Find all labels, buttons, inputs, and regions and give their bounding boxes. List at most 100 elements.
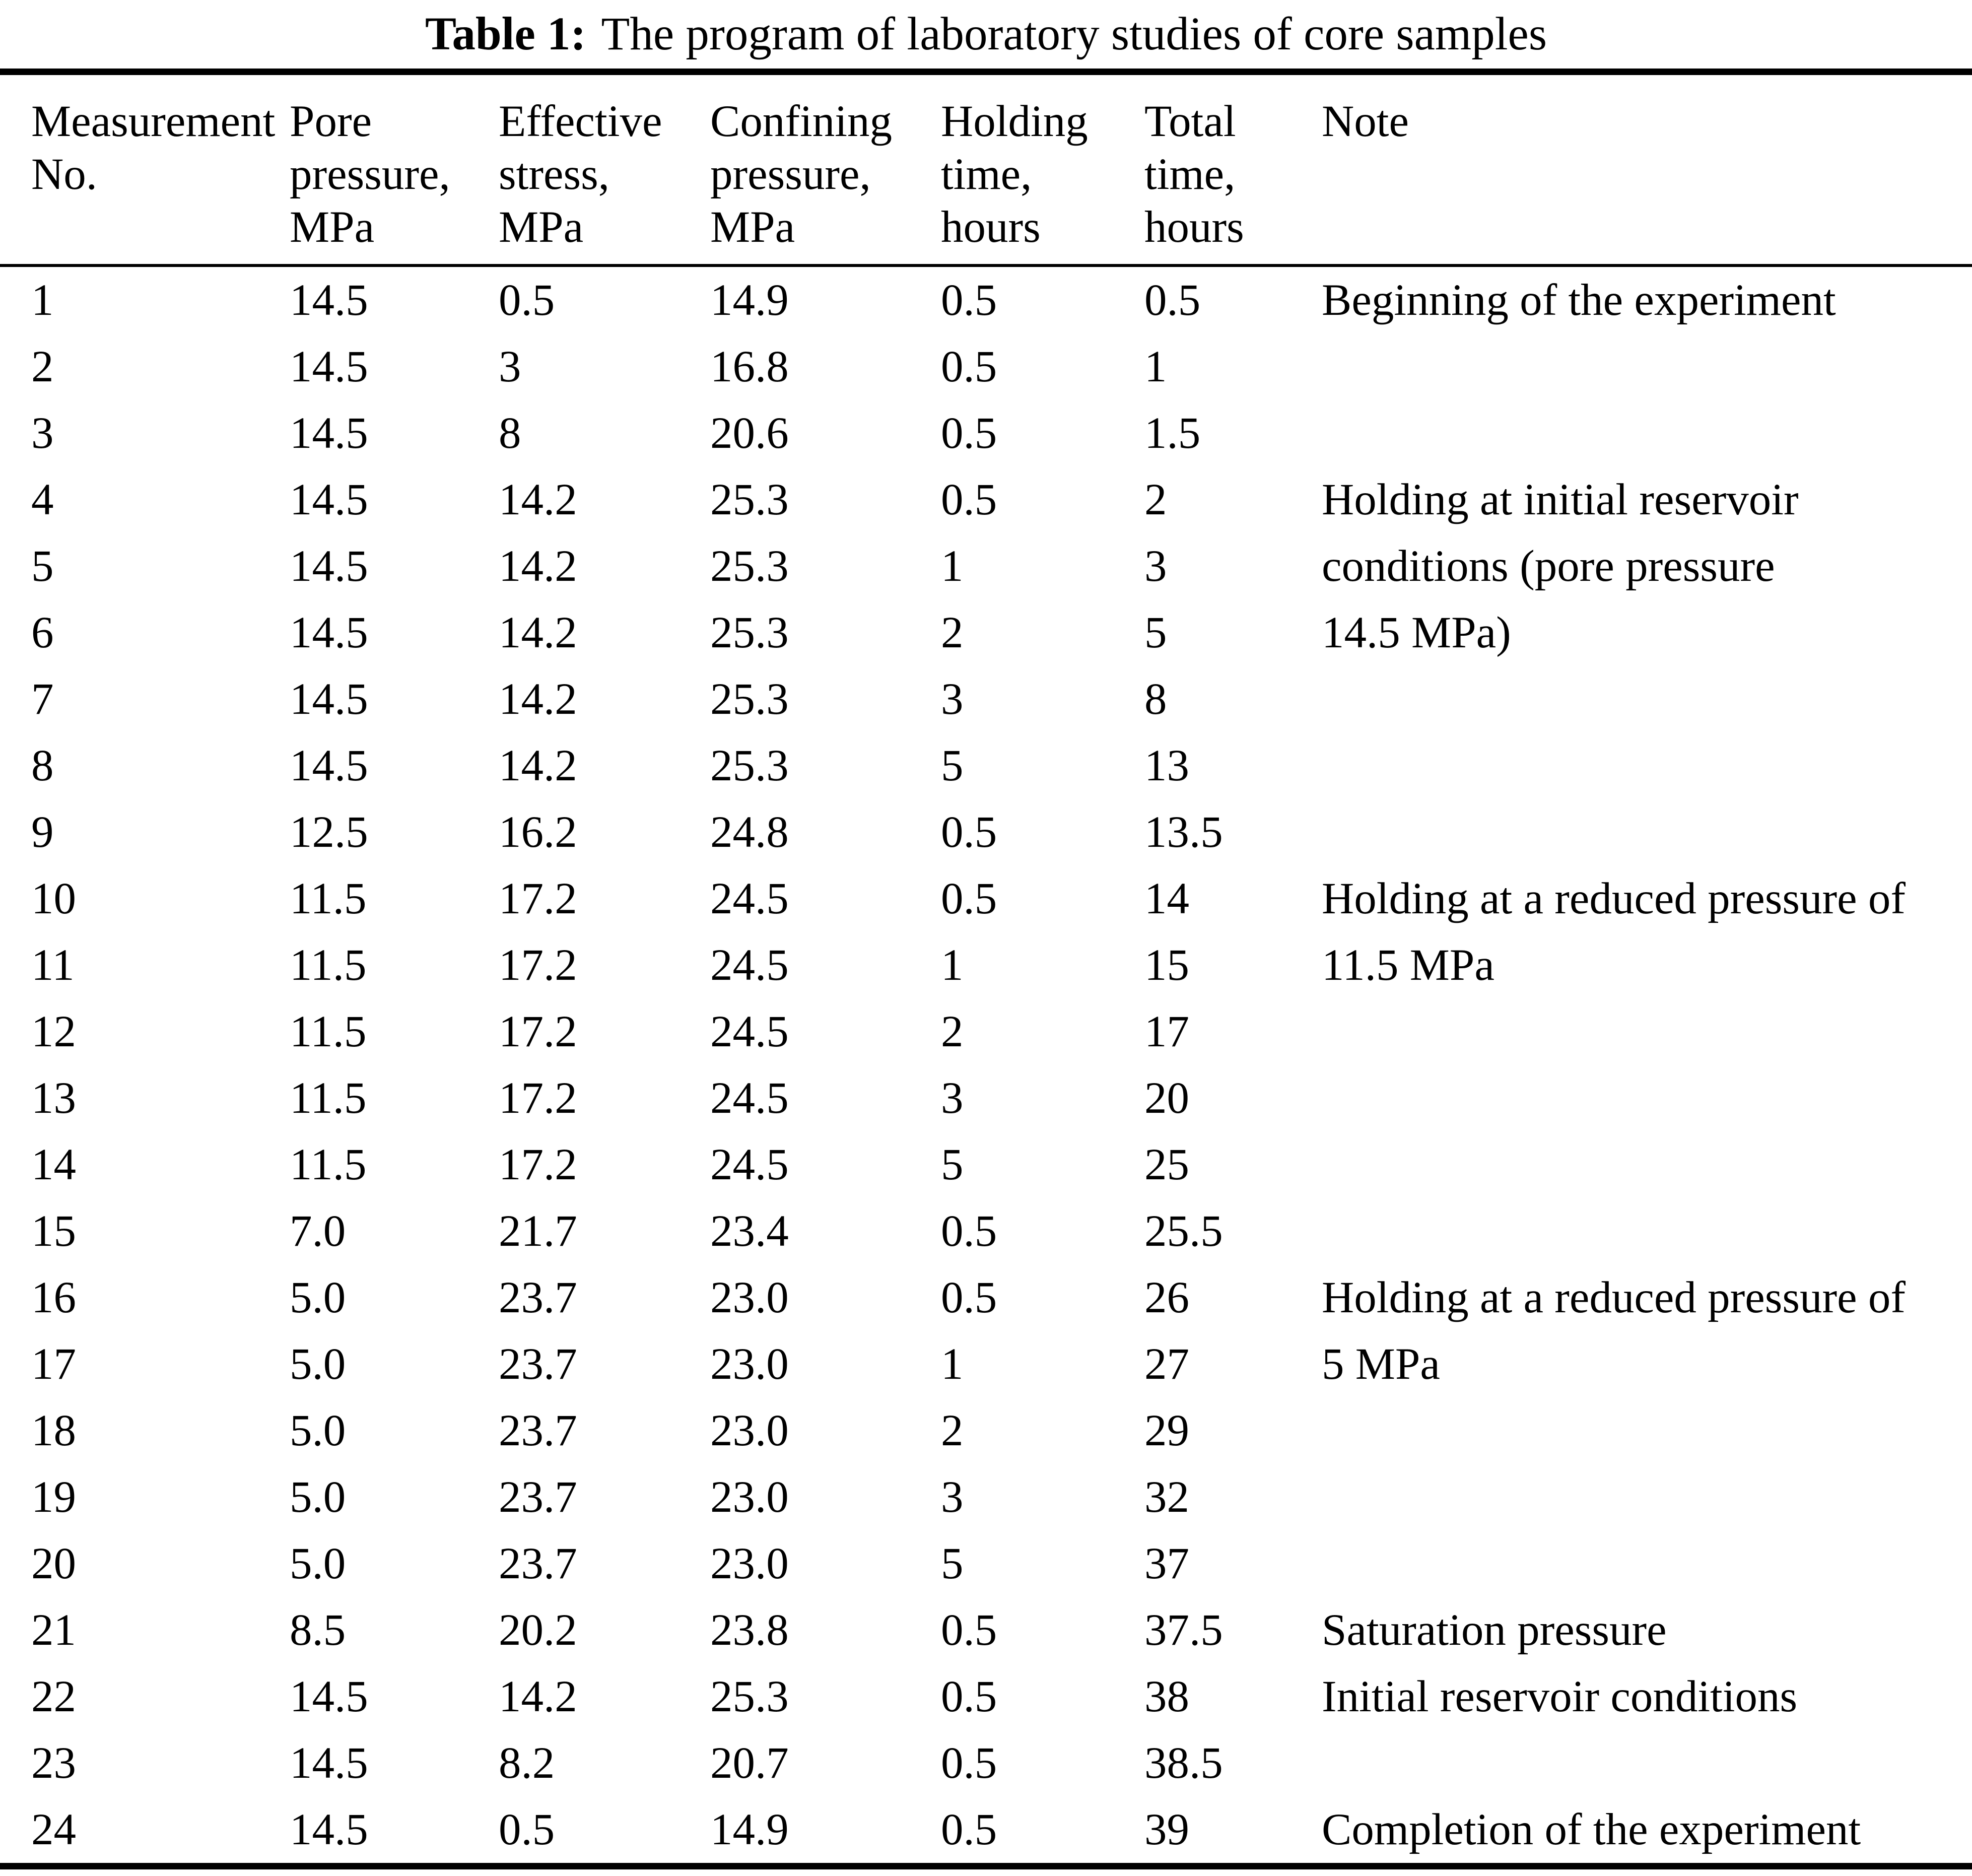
cell-total-time: 1.5 [1144,409,1201,458]
cell-measurement-no: 18 [31,1406,76,1455]
cell-total-time: 14 [1144,874,1189,923]
cell-effective-stress: 21.7 [499,1207,577,1256]
cell-confining-pressure: 14.9 [710,276,789,325]
cell-total-time: 20 [1144,1074,1189,1123]
cell-confining-pressure: 20.6 [710,409,789,458]
cell-effective-stress: 16.2 [499,808,577,857]
cell-measurement-no: 23 [31,1738,76,1788]
table-caption-label: Table 1: [425,8,586,60]
cell-confining-pressure: 23.0 [710,1472,789,1522]
cell-total-time: 39 [1144,1805,1189,1854]
cell-measurement-no: 24 [31,1805,76,1854]
cell-effective-stress: 23.7 [499,1472,577,1522]
cell-effective-stress: 23.7 [499,1273,577,1322]
table-row: 15 7.0 21.7 23.4 0.5 25.5 [0,1198,1972,1264]
cell-pore-pressure: 11.5 [290,1140,367,1189]
cell-total-time: 37.5 [1144,1605,1223,1655]
cell-holding-time: 1 [941,1339,964,1389]
cell-holding-time: 0.5 [941,276,997,325]
cell-holding-time: 0.5 [941,475,997,524]
table-row: 11 11.5 17.2 24.5 1 15 [0,932,1972,998]
cell-measurement-no: 6 [31,608,54,657]
header-total-time: Total time, hours [1144,72,1322,267]
cell-total-time: 13.5 [1144,808,1223,857]
cell-measurement-no: 20 [31,1539,76,1588]
cell-holding-time: 0.5 [941,1605,997,1655]
cell-measurement-no: 9 [31,808,54,857]
cell-holding-time: 0.5 [941,1805,997,1854]
cell-measurement-no: 19 [31,1472,76,1522]
cell-note [1322,400,1972,466]
cell-holding-time: 3 [941,1472,964,1522]
cell-holding-time: 1 [941,941,964,990]
cell-holding-time: 0.5 [941,342,997,391]
cell-holding-time: 3 [941,1074,964,1123]
cell-total-time: 0.5 [1144,276,1201,325]
cell-measurement-no: 10 [31,874,76,923]
cell-confining-pressure: 25.3 [710,741,789,790]
cell-pore-pressure: 11.5 [290,874,367,923]
cell-measurement-no: 1 [31,276,54,325]
cell-pore-pressure: 7.0 [290,1207,346,1256]
table-row: 4 14.5 14.2 25.3 0.5 2 Holding at initia… [0,466,1972,657]
header-note: Note [1322,72,1972,267]
cell-effective-stress: 23.7 [499,1406,577,1455]
cell-effective-stress: 23.7 [499,1339,577,1389]
table-row: 8 14.5 14.2 25.3 5 13 [0,732,1972,799]
cell-effective-stress: 3 [499,342,521,391]
table-row: 20 5.0 23.7 23.0 5 37 [0,1530,1972,1597]
cell-holding-time: 5 [941,1140,964,1189]
cell-measurement-no: 14 [31,1140,76,1189]
cell-total-time: 25.5 [1144,1207,1223,1256]
cell-effective-stress: 0.5 [499,1805,555,1854]
table-row: 24 14.5 0.5 14.9 0.5 39 Completion of th… [0,1796,1972,1866]
cell-confining-pressure: 23.4 [710,1207,789,1256]
cell-pore-pressure: 14.5 [290,675,368,724]
table-row: 17 5.0 23.7 23.0 1 27 [0,1331,1972,1397]
cell-pore-pressure: 14.5 [290,475,368,524]
cell-measurement-no: 2 [31,342,54,391]
cell-holding-time: 2 [941,1406,964,1455]
cell-measurement-no: 15 [31,1207,76,1256]
cell-confining-pressure: 23.0 [710,1406,789,1455]
cell-holding-time: 3 [941,675,964,724]
table-row: 12 11.5 17.2 24.5 2 17 [0,998,1972,1065]
header-holding-time: Holding time, hours [941,72,1144,267]
cell-confining-pressure: 25.3 [710,475,789,524]
cell-total-time: 38 [1144,1672,1189,1721]
table-row: 19 5.0 23.7 23.0 3 32 [0,1464,1972,1530]
cell-effective-stress: 14.2 [499,608,577,657]
cell-confining-pressure: 14.9 [710,1805,789,1854]
cell-measurement-no: 7 [31,675,54,724]
cell-effective-stress: 17.2 [499,874,577,923]
cell-holding-time: 0.5 [941,1273,997,1322]
cell-measurement-no: 22 [31,1672,76,1721]
cell-confining-pressure: 24.5 [710,1074,789,1123]
table-row: 21 8.5 20.2 23.8 0.5 37.5 Saturation pre… [0,1597,1972,1663]
cell-note: Holding at a reduced pressure of 5 MPa [1322,1273,1906,1389]
cell-total-time: 32 [1144,1472,1189,1522]
cell-pore-pressure: 8.5 [290,1605,346,1655]
cell-effective-stress: 23.7 [499,1539,577,1588]
table-header: Measurement No. Pore pressure, MPa Effec… [0,72,1972,267]
cell-total-time: 27 [1144,1339,1189,1389]
cell-total-time: 29 [1144,1406,1189,1455]
cell-confining-pressure: 16.8 [710,342,789,391]
cell-measurement-no: 21 [31,1605,76,1655]
table-header-row: Measurement No. Pore pressure, MPa Effec… [0,72,1972,267]
table-row: 13 11.5 17.2 24.5 3 20 [0,1065,1972,1131]
cell-total-time: 38.5 [1144,1738,1223,1788]
cell-pore-pressure: 14.5 [290,276,368,325]
table-row: 18 5.0 23.7 23.0 2 29 [0,1397,1972,1464]
cell-holding-time: 1 [941,542,964,591]
cell-pore-pressure: 12.5 [290,808,368,857]
cell-effective-stress: 14.2 [499,741,577,790]
cell-pore-pressure: 14.5 [290,1672,368,1721]
cell-pore-pressure: 5.0 [290,1273,346,1322]
cell-confining-pressure: 23.8 [710,1605,789,1655]
cell-confining-pressure: 24.5 [710,874,789,923]
cell-pore-pressure: 11.5 [290,1074,367,1123]
cell-effective-stress: 17.2 [499,1007,577,1056]
header-pore-pressure: Pore pressure, MPa [290,72,499,267]
